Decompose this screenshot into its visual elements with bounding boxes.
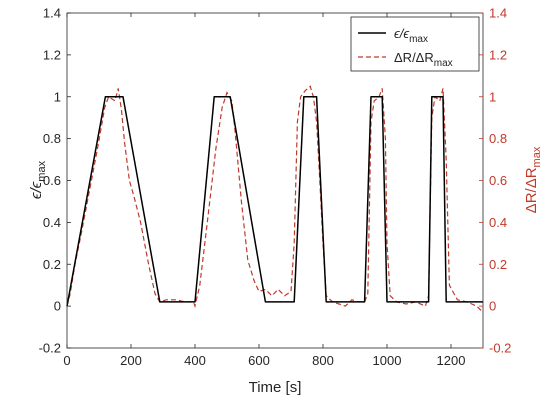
- right-y-tick-label: 0: [489, 299, 496, 314]
- legend-label-resistance-sub: max: [434, 58, 453, 69]
- x-tick-label: 0: [63, 353, 70, 368]
- right-y-axis: -0.2 0 0.2 0.4 0.6 0.8 1 1.2 1.4: [479, 6, 511, 356]
- series-layer: [66, 85, 484, 313]
- legend-label-strain: ϵ/ϵmax: [394, 26, 428, 45]
- x-tick-label: 600: [248, 353, 270, 368]
- legend: ϵ/ϵmax ΔR/ΔRmax: [350, 16, 480, 72]
- left-y-tick-label: 0.2: [43, 257, 61, 272]
- left-y-tick-label: 1.2: [43, 47, 61, 62]
- right-y-tick-label: 1.2: [489, 47, 507, 62]
- left-y-tick-label: 1: [54, 89, 61, 104]
- x-tick-label: 1000: [373, 353, 402, 368]
- right-y-tick-label: 1: [489, 89, 496, 104]
- right-y-tick-label: 0.6: [489, 173, 507, 188]
- x-axis-label: Time [s]: [249, 379, 302, 396]
- x-tick-label: 800: [312, 353, 334, 368]
- left-y-tick-label: 0.6: [43, 173, 61, 188]
- legend-label-strain-sub: max: [409, 34, 428, 45]
- left-y-axis-label-base: ϵ/ϵ: [28, 181, 45, 199]
- right-y-tick-label: 0.8: [489, 131, 507, 146]
- series-strain-line: [66, 96, 483, 307]
- left-y-tick-label: 0.8: [43, 131, 61, 146]
- right-y-axis-label-base: ΔR/ΔR: [523, 167, 540, 213]
- legend-label-resistance: ΔR/ΔRmax: [394, 50, 453, 69]
- legend-label-strain-base: ϵ/ϵ: [394, 26, 409, 41]
- right-y-tick-label: 0.4: [489, 215, 507, 230]
- legend-label-resistance-base: ΔR/ΔR: [394, 50, 434, 65]
- left-y-axis: -0.2 0 0.2 0.4 0.6 0.8 1 1.2 1.4: [39, 6, 71, 356]
- right-y-tick-label: 0.2: [489, 257, 507, 272]
- right-y-axis-label-sub: max: [531, 146, 543, 167]
- x-tick-label: 400: [184, 353, 206, 368]
- left-y-axis-label: ϵ/ϵmax: [28, 160, 48, 199]
- series-resistance-line: [66, 85, 484, 313]
- left-y-tick-label: 0.4: [43, 215, 61, 230]
- left-y-tick-label: 1.4: [43, 6, 61, 21]
- right-y-tick-label: 1.4: [489, 6, 507, 21]
- left-y-axis-label-sub: max: [36, 160, 48, 181]
- x-tick-label: 1200: [437, 353, 466, 368]
- legend-box: [350, 16, 480, 72]
- right-y-axis-label: ΔR/ΔRmax: [523, 146, 543, 213]
- x-tick-label: 200: [120, 353, 142, 368]
- right-y-tick-label: -0.2: [489, 341, 511, 356]
- left-y-tick-label: -0.2: [39, 341, 61, 356]
- left-y-tick-label: 0: [54, 299, 61, 314]
- x-axis: 0 200 400 600 800 1000 1200: [63, 13, 465, 368]
